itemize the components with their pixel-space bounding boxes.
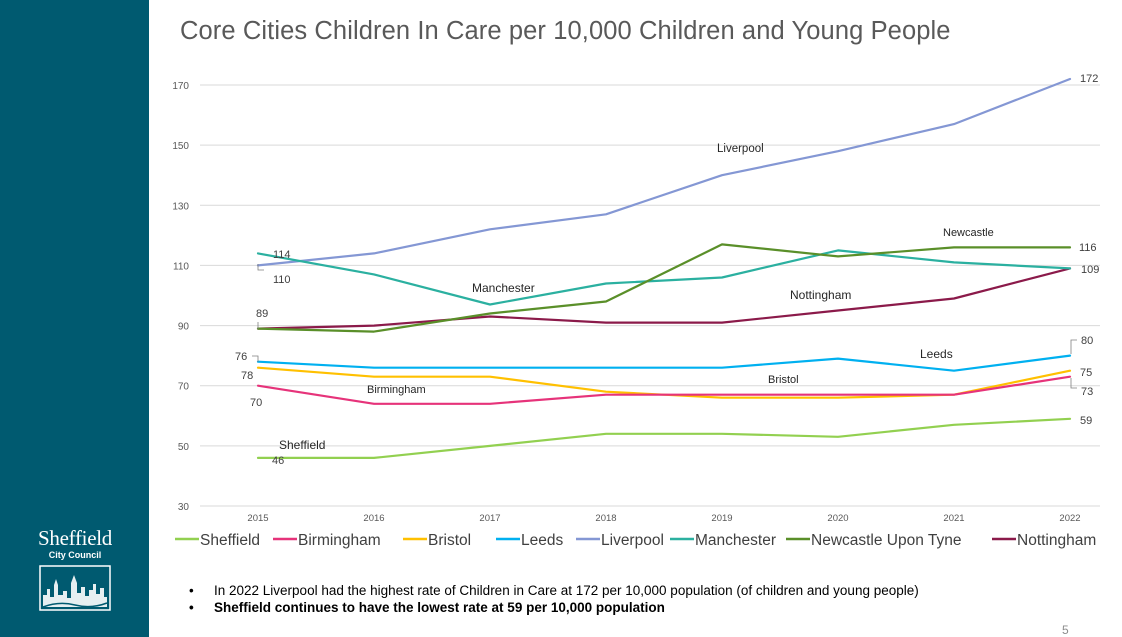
x-tick-label-2018: 2018	[595, 513, 616, 524]
legend-label-liverpool: Liverpool	[601, 532, 664, 549]
legend-label-nottingham: Nottingham	[1017, 532, 1096, 549]
annotation-leeds: Leeds	[920, 347, 953, 361]
annotation-manchester: Manchester	[472, 281, 535, 295]
data-label-bristol-2015: 76	[235, 351, 247, 363]
page-number: 5	[1062, 623, 1069, 637]
leader-liverpool-2015	[257, 264, 264, 271]
annotation-bristol: Bristol	[768, 374, 799, 386]
series-line-birmingham	[256, 375, 1072, 405]
bullet-liverpool-highest: In 2022 Liverpool had the highest rate o…	[185, 583, 1065, 598]
y-tick-label-90: 90	[178, 322, 190, 333]
data-label-manchester-2015: 114	[273, 249, 291, 261]
series-line-nottingham	[256, 267, 1072, 330]
y-tick-label-70: 70	[178, 382, 190, 393]
bullet-sheffield-lowest: Sheffield continues to have the lowest r…	[185, 600, 1065, 615]
data-label-leeds-2015: 78	[241, 370, 253, 382]
series-line-leeds	[256, 354, 1072, 372]
legend-label-manchester: Manchester	[695, 532, 776, 549]
data-label-sheffield-2022: 59	[1080, 415, 1092, 427]
leader-bristol-2015	[252, 355, 259, 362]
data-label-bristol-2022: 75	[1080, 367, 1092, 379]
data-label-birmingham-2015: 70	[250, 397, 262, 409]
leader-birmingham-2022	[1070, 378, 1077, 389]
leader-leeds-2022	[1070, 339, 1077, 354]
data-label-birmingham-2022: 73	[1081, 386, 1093, 398]
data-label-liverpool-2022: 172	[1080, 73, 1098, 85]
annotation-nottingham: Nottingham	[790, 288, 851, 302]
series-line-sheffield	[256, 417, 1072, 459]
y-tick-label-110: 110	[173, 261, 189, 272]
x-tick-label-2019: 2019	[711, 513, 732, 524]
legend-label-birmingham: Birmingham	[298, 532, 381, 549]
legend-label-sheffield: Sheffield	[200, 532, 260, 549]
council-logo: Sheffield City Council	[24, 528, 126, 611]
y-tick-label-170: 170	[172, 81, 189, 92]
logo-subtitle: City Council	[48, 550, 102, 560]
data-label-liverpool-2015: 110	[273, 274, 291, 286]
skyline-emblem-icon	[39, 565, 111, 611]
y-tick-label-50: 50	[178, 442, 190, 453]
bullet-list: In 2022 Liverpool had the highest rate o…	[185, 583, 1065, 617]
annotation-birmingham: Birmingham	[367, 384, 426, 396]
x-tick-label-2015: 2015	[247, 513, 268, 524]
data-label-89-2015: 89	[256, 308, 268, 320]
logo-name: Sheffield	[38, 526, 112, 550]
x-tick-label-2020: 2020	[827, 513, 848, 524]
annotation-sheffield: Sheffield	[279, 438, 325, 452]
legend-label-leeds: Leeds	[521, 532, 563, 549]
annotation-newcastle: Newcastle	[943, 227, 994, 239]
series-line-newcastle-upon-tyne	[256, 243, 1072, 333]
data-label-newcastle-2022: 116	[1079, 242, 1097, 254]
y-tick-label-130: 130	[172, 201, 189, 212]
y-tick-label-30: 30	[178, 502, 190, 513]
legend-label-newcastle-upon-tyne: Newcastle Upon Tyne	[811, 532, 962, 549]
line-chart: 30 50 70 90 110 130 150 170 2015 2016 2017 2018 2019…	[172, 73, 1100, 549]
series-line-liverpool	[256, 77, 1072, 267]
x-tick-label-2021: 2021	[943, 513, 964, 524]
y-tick-label-150: 150	[172, 141, 189, 152]
annotation-liverpool: Liverpool	[717, 143, 764, 155]
data-label-nottingham-2022: 109	[1081, 264, 1099, 276]
x-tick-label-2016: 2016	[363, 513, 384, 524]
data-label-sheffield-2015: 46	[272, 455, 284, 467]
data-label-leeds-2022: 80	[1081, 335, 1093, 347]
x-tick-label-2017: 2017	[479, 513, 500, 524]
slide-title: Core Cities Children In Care per 10,000 …	[180, 17, 951, 45]
sidebar-band: Sheffield City Council	[0, 0, 149, 637]
x-tick-label-2022: 2022	[1059, 513, 1080, 524]
legend-label-bristol: Bristol	[428, 532, 471, 549]
series-line-manchester	[256, 249, 1072, 306]
